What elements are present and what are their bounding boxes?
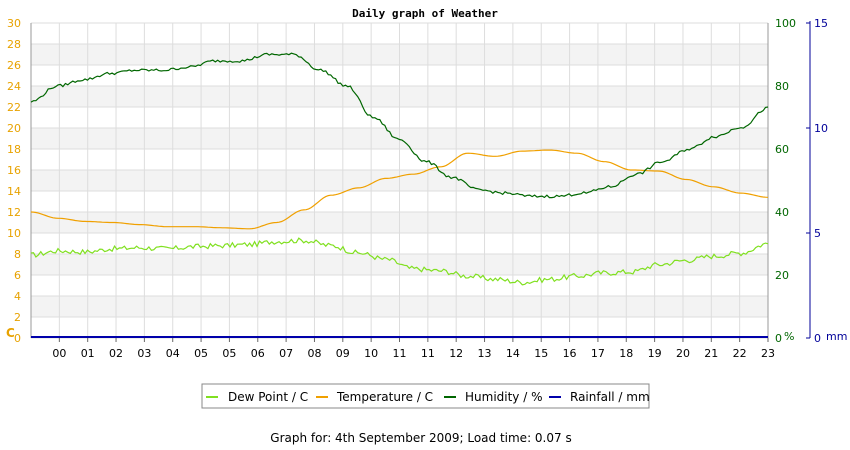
x-tick-label: 15 xyxy=(534,347,548,360)
humidity-tick-label: 60 xyxy=(775,143,789,156)
x-tick-label: 19 xyxy=(648,347,662,360)
temperature-tick-label: 20 xyxy=(7,122,21,135)
humidity-tick-label: 80 xyxy=(775,80,789,93)
legend-entry-dew-point: Dew Point / C xyxy=(228,390,308,404)
x-tick-label: 18 xyxy=(619,347,633,360)
rainfall-tick-label: 5 xyxy=(814,227,821,240)
temperature-tick-label: 28 xyxy=(7,38,21,51)
x-tick-label: 22 xyxy=(733,347,747,360)
temperature-tick-label: 8 xyxy=(14,248,21,261)
x-tick-label: 05 xyxy=(194,347,208,360)
legend: Dew Point / C Temperature / C Humidity /… xyxy=(201,383,650,409)
x-tick-label: 09 xyxy=(336,347,350,360)
x-tick-label: 11 xyxy=(421,347,435,360)
temperature-tick-label: 22 xyxy=(7,101,21,114)
x-tick-label: 23 xyxy=(761,347,775,360)
legend-entry-temperature: Temperature / C xyxy=(336,390,433,404)
humidity-tick-label: 20 xyxy=(775,269,789,282)
humidity-tick-label: 40 xyxy=(775,206,789,219)
chart-title: Daily graph of Weather xyxy=(352,7,498,20)
temperature-axis-label: C xyxy=(6,326,15,340)
x-tick-label: 12 xyxy=(449,347,463,360)
rainfall-tick-label: 15 xyxy=(814,17,828,30)
rainfall-tick-label: 10 xyxy=(814,122,828,135)
x-tick-label: 01 xyxy=(81,347,95,360)
series-lines xyxy=(30,52,769,338)
x-tick-label: 06 xyxy=(251,347,265,360)
legend-box xyxy=(201,383,650,409)
x-tick-label: 16 xyxy=(563,347,577,360)
humidity-axis-label: % xyxy=(784,330,794,343)
temperature-tick-label: 4 xyxy=(14,290,21,303)
temperature-tick-label: 18 xyxy=(7,143,21,156)
temperature-tick-label: 14 xyxy=(7,185,21,198)
x-tick-label: 04 xyxy=(166,347,180,360)
x-tick-label: 08 xyxy=(307,347,321,360)
series-line-2 xyxy=(30,52,769,199)
temperature-tick-label: 6 xyxy=(14,269,21,282)
x-tick-label: 00 xyxy=(52,347,66,360)
legend-entry-humidity: Humidity / % xyxy=(465,390,542,404)
x-tick-label: 05 xyxy=(222,347,236,360)
footer-text: Graph for: 4th September 2009; Load time… xyxy=(270,431,571,445)
grid-lines xyxy=(30,21,811,339)
rainfall-tick-label: 0 xyxy=(814,332,821,345)
x-tick-label: 14 xyxy=(506,347,520,360)
x-tick-label: 13 xyxy=(478,347,492,360)
humidity-axis-ticks: 0 20 40 60 80 100 xyxy=(775,17,796,345)
temperature-tick-label: 16 xyxy=(7,164,21,177)
rainfall-axis-label: mm xyxy=(826,330,847,343)
x-tick-label: 03 xyxy=(137,347,151,360)
x-tick-label: 11 xyxy=(393,347,407,360)
temperature-tick-label: 10 xyxy=(7,227,21,240)
x-tick-label: 10 xyxy=(364,347,378,360)
humidity-tick-label: 0 xyxy=(775,332,782,345)
x-axis-ticks: 00 01 02 03 04 05 05 06 07 08 09 10 11 11 12 13 14 15 16 17… xyxy=(52,338,775,360)
x-tick-label: 20 xyxy=(676,347,690,360)
temperature-tick-label: 12 xyxy=(7,206,21,219)
x-tick-label: 17 xyxy=(591,347,605,360)
rainfall-axis-ticks: 0 5 10 15 xyxy=(806,17,828,345)
x-tick-label: 07 xyxy=(279,347,293,360)
x-tick-label: 21 xyxy=(704,347,718,360)
temperature-tick-label: 30 xyxy=(7,17,21,30)
series-line-0 xyxy=(30,237,769,286)
x-tick-label: 02 xyxy=(109,347,123,360)
legend-entry-rainfall: Rainfall / mm xyxy=(570,390,650,404)
temperature-tick-label: 24 xyxy=(7,80,21,93)
temperature-tick-label: 2 xyxy=(14,311,21,324)
temperature-tick-label: 0 xyxy=(14,332,21,345)
temperature-tick-label: 26 xyxy=(7,59,21,72)
humidity-tick-label: 100 xyxy=(775,17,796,30)
